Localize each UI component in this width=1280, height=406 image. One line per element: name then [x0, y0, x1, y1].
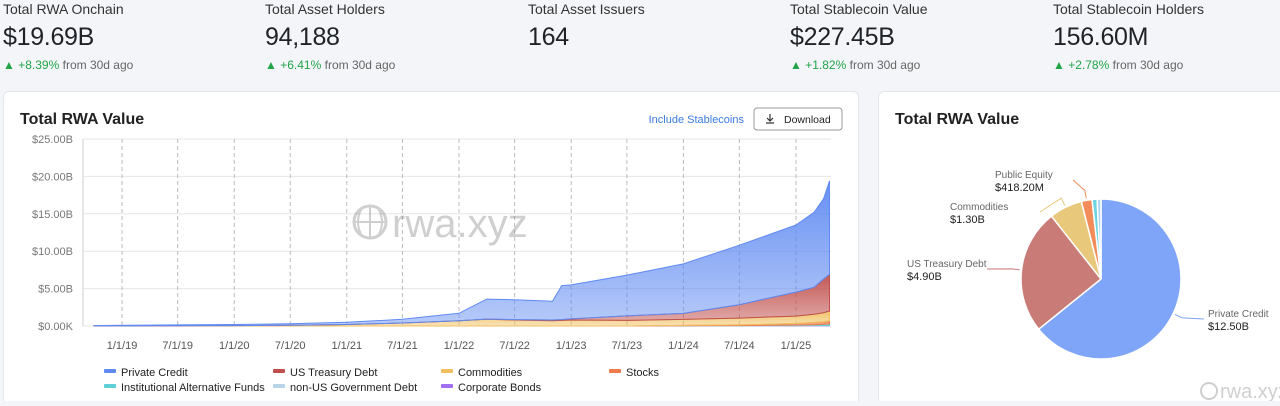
- stat-change: +1.82%: [805, 58, 846, 72]
- stat-label: Total RWA Onchain: [3, 1, 133, 17]
- area-chart: Total RWA Value Include Stablecoins Downlo…: [4, 92, 858, 401]
- y-tick-label: $15.00B: [32, 209, 73, 221]
- chart-title: Total RWA Value: [20, 111, 144, 128]
- pie-value-label: $4.90B: [907, 271, 942, 283]
- x-tick-label: 1/1/24: [668, 340, 699, 352]
- download-label: Download: [784, 114, 831, 126]
- legend-swatch: [441, 384, 453, 388]
- stat: Total Stablecoin Holders 156.60M ▲ +2.78% …: [1053, 0, 1204, 72]
- pie-label: Commodities: [950, 202, 1008, 213]
- stat-value: $19.69B: [3, 23, 133, 52]
- stat-change-row: ▲ +2.78% from 30d ago: [1053, 58, 1204, 72]
- legend-swatch: [609, 369, 621, 373]
- up-arrow-icon: ▲: [790, 58, 805, 72]
- watermark-globe: [1201, 383, 1217, 399]
- legend-swatch: [104, 369, 116, 373]
- watermark-text: rwa.xyz: [392, 202, 528, 246]
- leader-line: [1073, 180, 1086, 198]
- legend-label: US Treasury Debt: [290, 367, 377, 379]
- pie-label: US Treasury Debt: [907, 259, 987, 270]
- stat: Total Asset Holders 94,188 ▲ +6.41% from 3…: [265, 0, 395, 72]
- stat: Total Asset Issuers 164: [528, 0, 645, 52]
- stat-value: 164: [528, 23, 645, 52]
- y-tick-label: $20.00B: [32, 171, 73, 183]
- stat: Total Stablecoin Value $227.45B ▲ +1.82% f…: [790, 0, 928, 72]
- legend-swatch: [104, 384, 116, 388]
- legend-label: Corporate Bonds: [458, 382, 542, 394]
- leader-line: [987, 269, 1020, 270]
- legend-swatch: [441, 369, 453, 373]
- x-tick-label: 1/1/25: [781, 340, 812, 352]
- stat-label: Total Asset Issuers: [528, 1, 645, 17]
- x-tick-label: 1/1/22: [444, 340, 475, 352]
- watermark: rwa.xyz: [354, 202, 528, 246]
- stat-period: from 30d ago: [1113, 58, 1184, 72]
- pie-card: Total RWA Value Private Credit$12.50B US T…: [878, 91, 1280, 401]
- legend-swatch: [273, 384, 285, 388]
- include-stablecoins-toggle[interactable]: Include Stablecoins: [649, 114, 745, 126]
- stat-period: from 30d ago: [63, 58, 134, 72]
- x-tick-label: 1/1/19: [107, 340, 138, 352]
- up-arrow-icon: ▲: [265, 58, 280, 72]
- stat-change-row: ▲ +8.39% from 30d ago: [3, 58, 133, 72]
- x-tick-label: 1/1/21: [331, 340, 362, 352]
- watermark: rwa.xyz: [1201, 381, 1280, 401]
- stat-period: from 30d ago: [850, 58, 921, 72]
- legend-label: Commodities: [458, 367, 523, 379]
- leader-line: [1175, 314, 1204, 319]
- legend-label: non-US Government Debt: [290, 382, 417, 394]
- area-card: Total RWA Value Include Stablecoins Downlo…: [3, 91, 859, 401]
- stat-value: 156.60M: [1053, 23, 1204, 52]
- legend-label: Private Credit: [121, 367, 188, 379]
- download-button[interactable]: Download: [754, 108, 842, 130]
- stat-change-row: ▲ +6.41% from 30d ago: [265, 58, 395, 72]
- up-arrow-icon: ▲: [3, 58, 18, 72]
- stat: Total RWA Onchain $19.69B ▲ +8.39% from 30…: [3, 0, 133, 72]
- y-tick-label: $25.00B: [32, 134, 73, 146]
- legend-swatch: [273, 369, 285, 373]
- stat-label: Total Asset Holders: [265, 1, 395, 17]
- y-tick-label: $10.00B: [32, 246, 73, 258]
- pie-value-label: $1.30B: [950, 214, 985, 226]
- pie-chart: Total RWA Value Private Credit$12.50B US T…: [879, 92, 1280, 401]
- stat-change: +8.39%: [18, 58, 59, 72]
- stat-change: +2.78%: [1068, 58, 1109, 72]
- x-tick-label: 7/1/23: [612, 340, 643, 352]
- stat-change-row: ▲ +1.82% from 30d ago: [790, 58, 928, 72]
- legend-label: Institutional Alternative Funds: [121, 382, 265, 394]
- x-tick-label: 7/1/19: [162, 340, 193, 352]
- pie-value-label: $12.50B: [1208, 321, 1249, 333]
- watermark-text: rwa.xyz: [1220, 381, 1280, 401]
- stat-label: Total Stablecoin Holders: [1053, 1, 1204, 17]
- stat-value: $227.45B: [790, 23, 928, 52]
- stat-change: +6.41%: [280, 58, 321, 72]
- stat-label: Total Stablecoin Value: [790, 1, 928, 17]
- x-tick-label: 7/1/22: [499, 340, 530, 352]
- stat-period: from 30d ago: [325, 58, 396, 72]
- pie-value-label: $418.20M: [995, 182, 1044, 194]
- legend-label: Stocks: [626, 367, 660, 379]
- pie-label: Public Equity: [995, 170, 1053, 181]
- x-tick-label: 1/1/20: [219, 340, 250, 352]
- stat-value: 94,188: [265, 23, 395, 52]
- x-tick-label: 7/1/21: [387, 340, 418, 352]
- up-arrow-icon: ▲: [1053, 58, 1068, 72]
- x-tick-label: 7/1/24: [724, 340, 755, 352]
- y-tick-label: $5.00B: [38, 284, 73, 296]
- pie-label: Private Credit: [1208, 309, 1269, 320]
- chart-title: Total RWA Value: [895, 111, 1019, 128]
- x-tick-label: 1/1/23: [556, 340, 587, 352]
- y-tick-label: $0.00K: [38, 321, 74, 333]
- x-tick-label: 7/1/20: [275, 340, 306, 352]
